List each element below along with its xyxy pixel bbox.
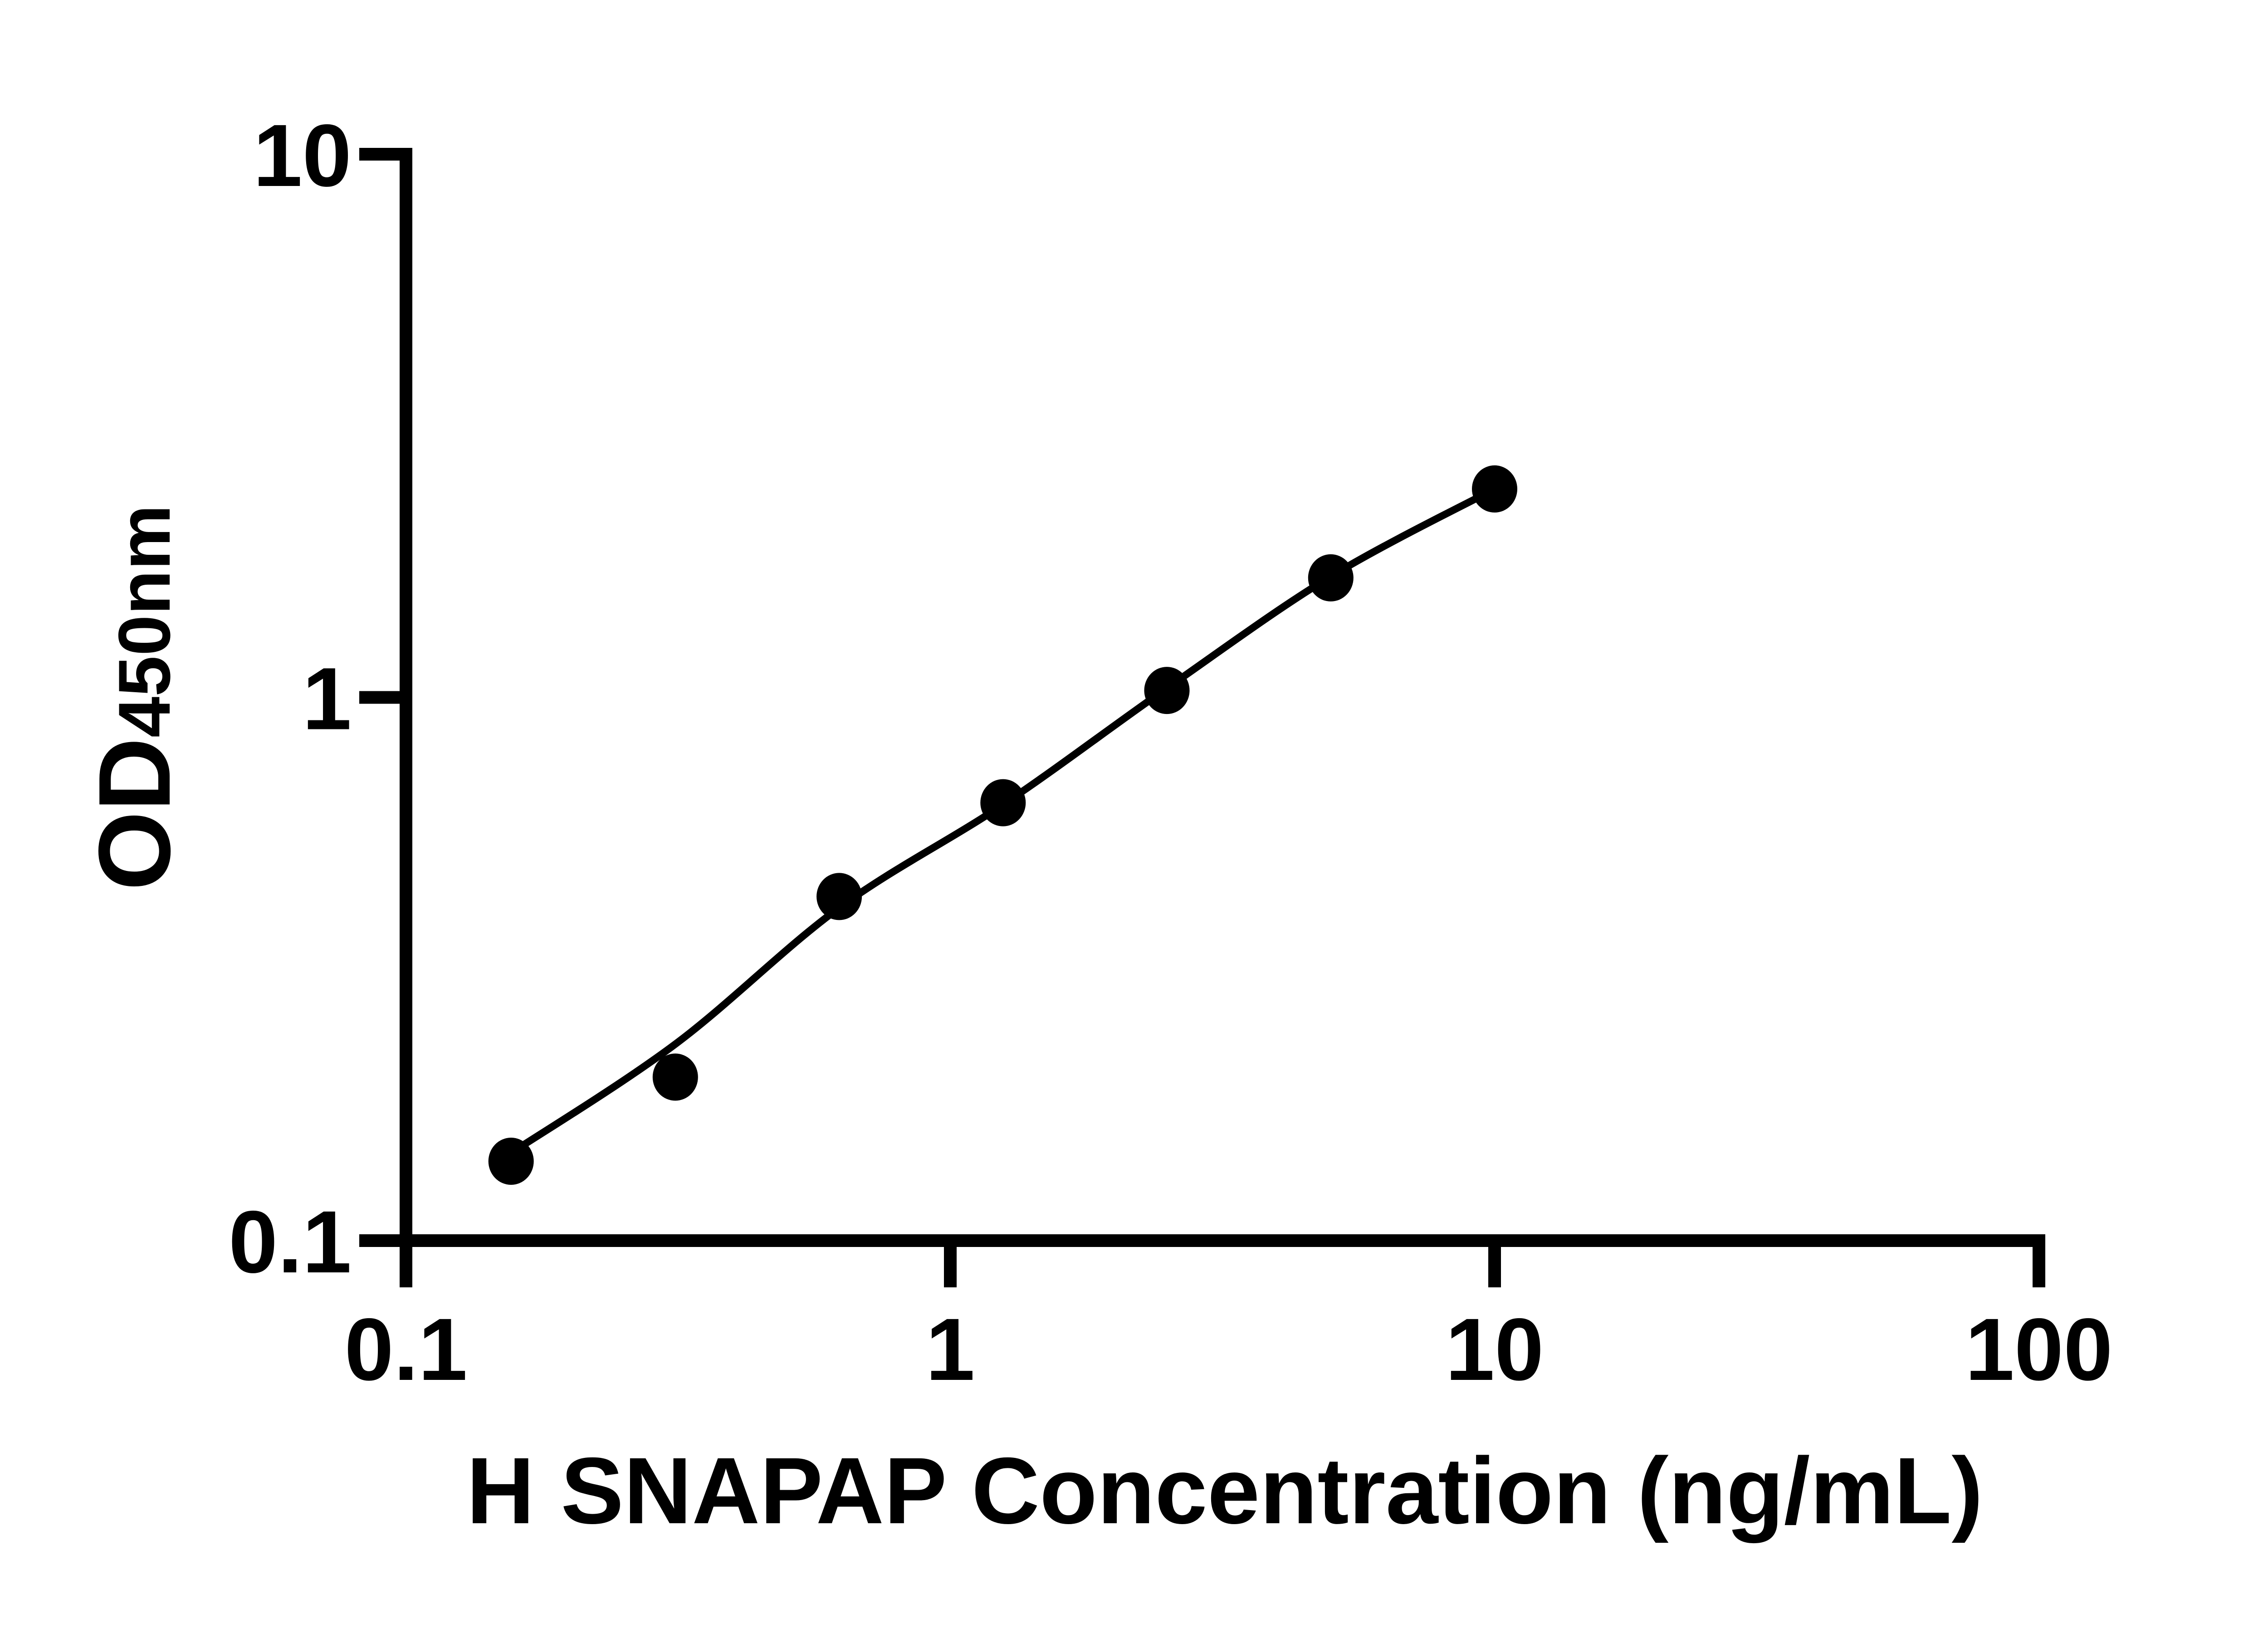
axes (359, 148, 2045, 1287)
axis-ticks (359, 148, 2045, 1287)
y-axis-title-subscript: 450nm (103, 505, 186, 738)
x-axis-title: H SNAPAP Concentration (ng/mL) (466, 1438, 1983, 1544)
data-point-6 (1308, 554, 1354, 601)
data-point-5 (1144, 667, 1190, 714)
data-point-3 (816, 873, 862, 920)
data-point-4 (980, 779, 1026, 826)
data-point-2 (652, 1053, 698, 1101)
data-point-7 (1472, 465, 1517, 513)
y-tick-label-1: 1 (303, 650, 352, 748)
data-point-1 (488, 1138, 534, 1185)
y-tick-label-0.1: 0.1 (229, 1193, 352, 1291)
x-tick-label-0.1: 0.1 (344, 1300, 467, 1399)
y-tick-label-10: 10 (253, 106, 352, 205)
x-tick-label-1: 1 (926, 1300, 975, 1399)
y-axis-title-main: OD (77, 738, 191, 891)
x-tick-label-10: 10 (1446, 1300, 1544, 1399)
y-axis-title: OD450nm (77, 505, 191, 891)
axis-tick-labels: 0.1 1 10 0.1 1 10 100 (229, 106, 2113, 1399)
plot-series (488, 465, 1517, 1185)
x-tick-label-100: 100 (1965, 1300, 2112, 1399)
